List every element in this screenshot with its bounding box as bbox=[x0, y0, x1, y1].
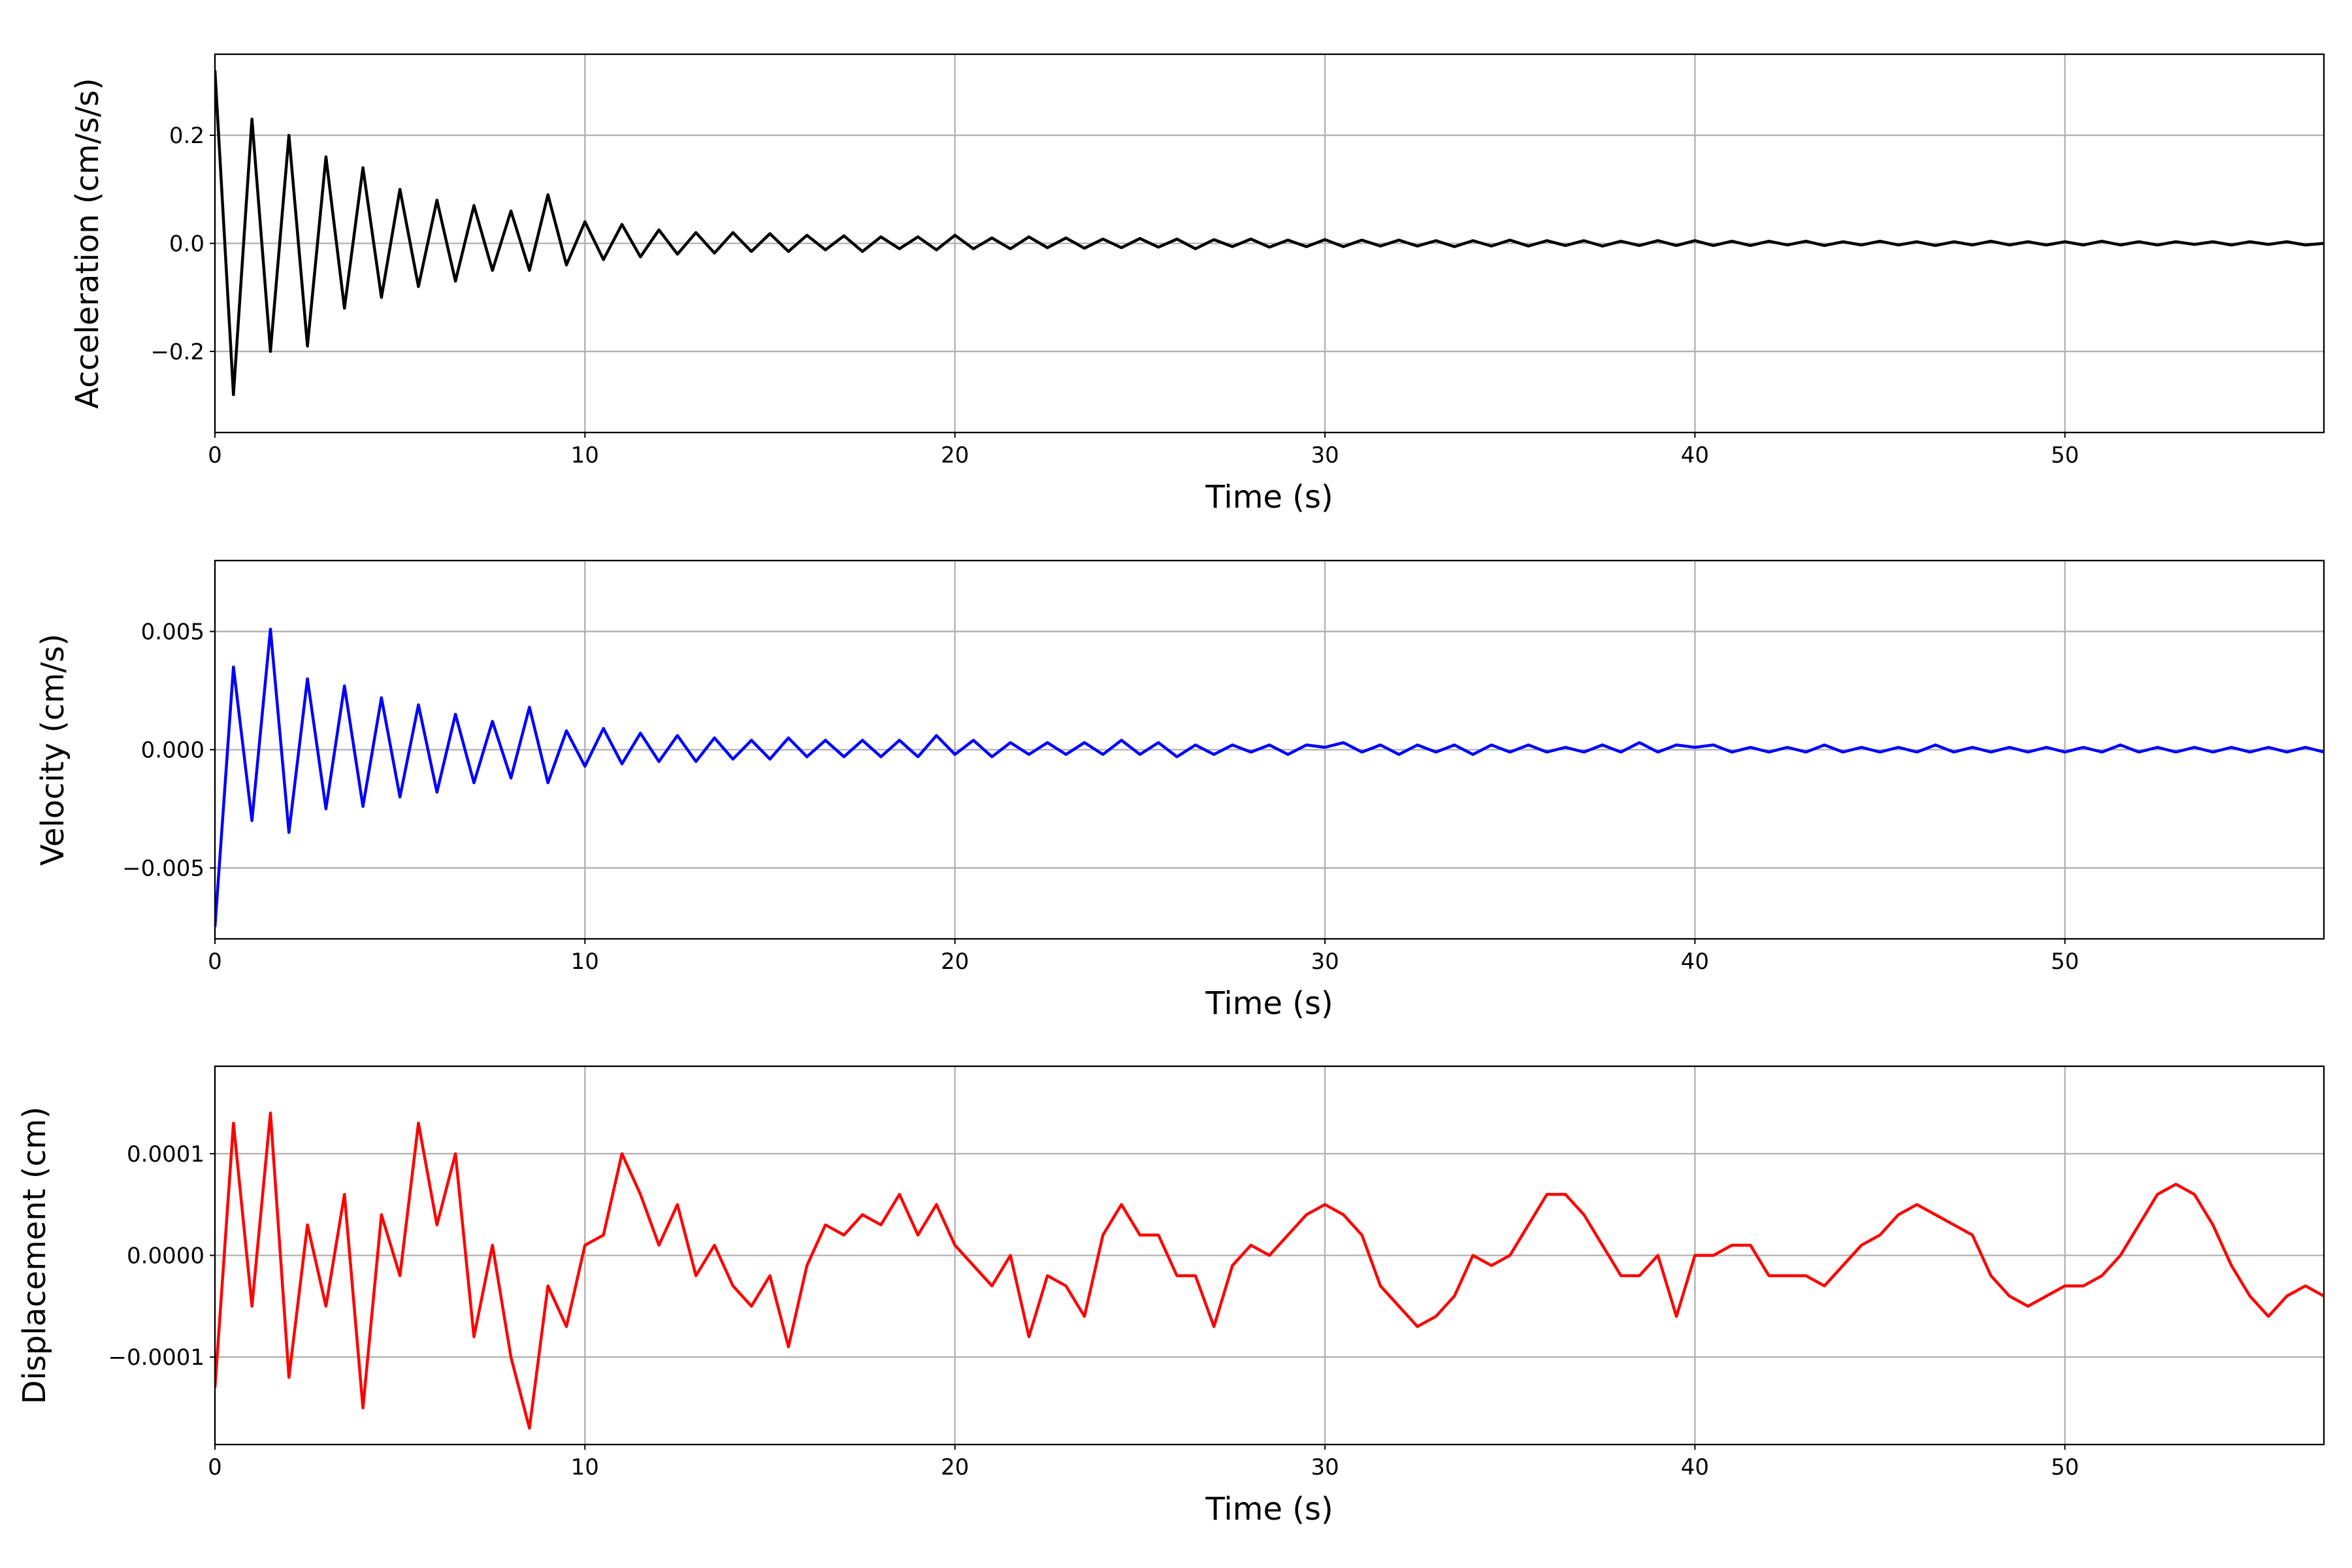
y-tick-label: 0.0 bbox=[169, 231, 204, 257]
x-tick-label: 0 bbox=[208, 442, 222, 468]
x-tick-label: 10 bbox=[571, 442, 599, 468]
axes-frame bbox=[214, 53, 2325, 434]
y-axis-label: Displacement (cm) bbox=[16, 1107, 53, 1405]
y-axis-label: Acceleration (cm/s/s) bbox=[69, 78, 106, 408]
x-axis-label: Time (s) bbox=[1205, 985, 1333, 1022]
x-tick-label: 10 bbox=[571, 1454, 599, 1480]
x-tick-label: 50 bbox=[2051, 1454, 2079, 1480]
y-tick-label: −0.2 bbox=[150, 339, 204, 365]
x-tick-label: 50 bbox=[2051, 442, 2079, 468]
axes-frame bbox=[214, 559, 2325, 940]
y-tick-label: 0.005 bbox=[141, 619, 204, 645]
y-tick-label: 0.000 bbox=[141, 738, 204, 764]
x-tick-label: 40 bbox=[1681, 1454, 1709, 1480]
x-tick-label: 30 bbox=[1311, 949, 1339, 975]
y-tick-label: −0.0001 bbox=[108, 1345, 204, 1371]
x-axis-label: Time (s) bbox=[1205, 479, 1333, 515]
y-tick-label: −0.005 bbox=[122, 855, 204, 881]
data-line bbox=[215, 627, 2324, 928]
x-tick-label: 0 bbox=[208, 949, 222, 975]
x-tick-label: 30 bbox=[1311, 1454, 1339, 1480]
data-line bbox=[215, 70, 2324, 397]
x-tick-label: 20 bbox=[941, 949, 969, 975]
x-axis-label: Time (s) bbox=[1205, 1491, 1333, 1527]
x-tick-label: 0 bbox=[208, 1454, 222, 1480]
x-tick-label: 20 bbox=[941, 442, 969, 468]
x-tick-label: 30 bbox=[1311, 442, 1339, 468]
data-line bbox=[215, 1111, 2324, 1430]
y-tick-label: 0.0000 bbox=[127, 1243, 204, 1269]
x-tick-label: 40 bbox=[1681, 949, 1709, 975]
x-tick-label: 50 bbox=[2051, 949, 2079, 975]
y-axis-label: Velocity (cm/s) bbox=[35, 634, 71, 866]
plot-area bbox=[215, 627, 2324, 928]
axes-frame bbox=[214, 1065, 2325, 1446]
x-tick-label: 10 bbox=[571, 949, 599, 975]
plot-area bbox=[215, 70, 2324, 397]
y-tick-label: 0.2 bbox=[169, 123, 204, 149]
y-tick-label: 0.0001 bbox=[127, 1141, 204, 1168]
plot-area bbox=[215, 1111, 2324, 1430]
x-tick-label: 40 bbox=[1681, 442, 1709, 468]
x-tick-label: 20 bbox=[941, 1454, 969, 1480]
